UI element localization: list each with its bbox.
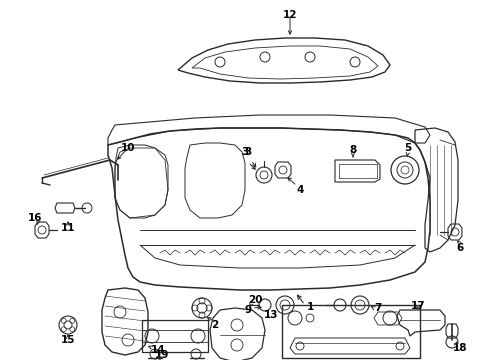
Text: 18: 18 [453,343,467,353]
Bar [282,305,420,358]
Text: 12: 12 [283,10,297,20]
Text: 10: 10 [121,143,135,153]
Text: 4: 4 [296,185,304,195]
Text: 6: 6 [456,243,464,253]
Text: 16: 16 [28,213,42,223]
Text: 3: 3 [245,147,252,157]
Text: 7: 7 [374,303,382,313]
Text: 3: 3 [242,147,248,157]
Text: 5: 5 [404,143,412,153]
Text: 20: 20 [248,295,262,305]
Text: 14: 14 [151,345,165,355]
Text: 2: 2 [211,320,219,330]
Text: 15: 15 [61,335,75,345]
Text: 19: 19 [155,350,169,360]
Text: 8: 8 [349,145,357,155]
Text: 17: 17 [411,301,425,311]
Text: 9: 9 [245,305,251,315]
Text: 13: 13 [264,310,278,320]
Text: 11: 11 [61,223,75,233]
Text: 1: 1 [306,302,314,312]
